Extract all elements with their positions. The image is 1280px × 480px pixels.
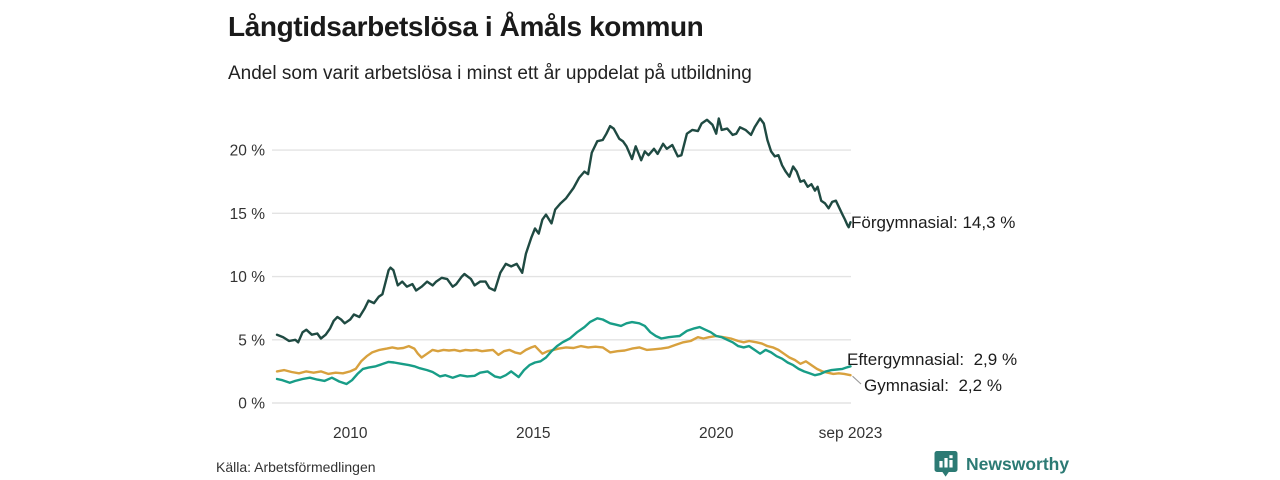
x-tick-label-2010: 2010 (333, 425, 368, 442)
series-line-forgymnasial (275, 117, 852, 344)
x-tick-label-2015: 2015 (516, 425, 550, 442)
y-tick-label-0: 0 % (238, 396, 265, 413)
chart-title: Långtidsarbetslösa i Åmåls kommun (228, 11, 704, 42)
newsworthy-wordmark: Newsworthy (966, 453, 1070, 474)
newsworthy-bubble-icon (934, 451, 958, 477)
series-end-label-forgymnasial: Förgymnasial: 14,3 % (851, 213, 1016, 232)
y-tick-label-15: 15 % (230, 206, 266, 223)
series-end-label-gymnasial: Gymnasial: 2,2 % (864, 376, 1002, 395)
newsworthy-logo: Newsworthy (934, 450, 1069, 478)
x-tick-label-sep-2023: sep 2023 (819, 425, 883, 442)
series-end-label-eftergymnasial: Eftergymnasial: 2,9 % (847, 350, 1018, 369)
leader-line-gymnasial (852, 375, 862, 385)
y-tick-label-5: 5 % (238, 332, 265, 349)
source-note: Källa: Arbetsförmedlingen (216, 459, 376, 475)
y-tick-label-10: 10 % (230, 269, 266, 286)
x-tick-label-2020: 2020 (699, 425, 734, 442)
chart-subtitle: Andel som varit arbetslösa i minst ett å… (228, 63, 752, 84)
y-tick-label-20: 20 % (230, 143, 266, 160)
series-line-eftergymnasial (275, 317, 852, 386)
